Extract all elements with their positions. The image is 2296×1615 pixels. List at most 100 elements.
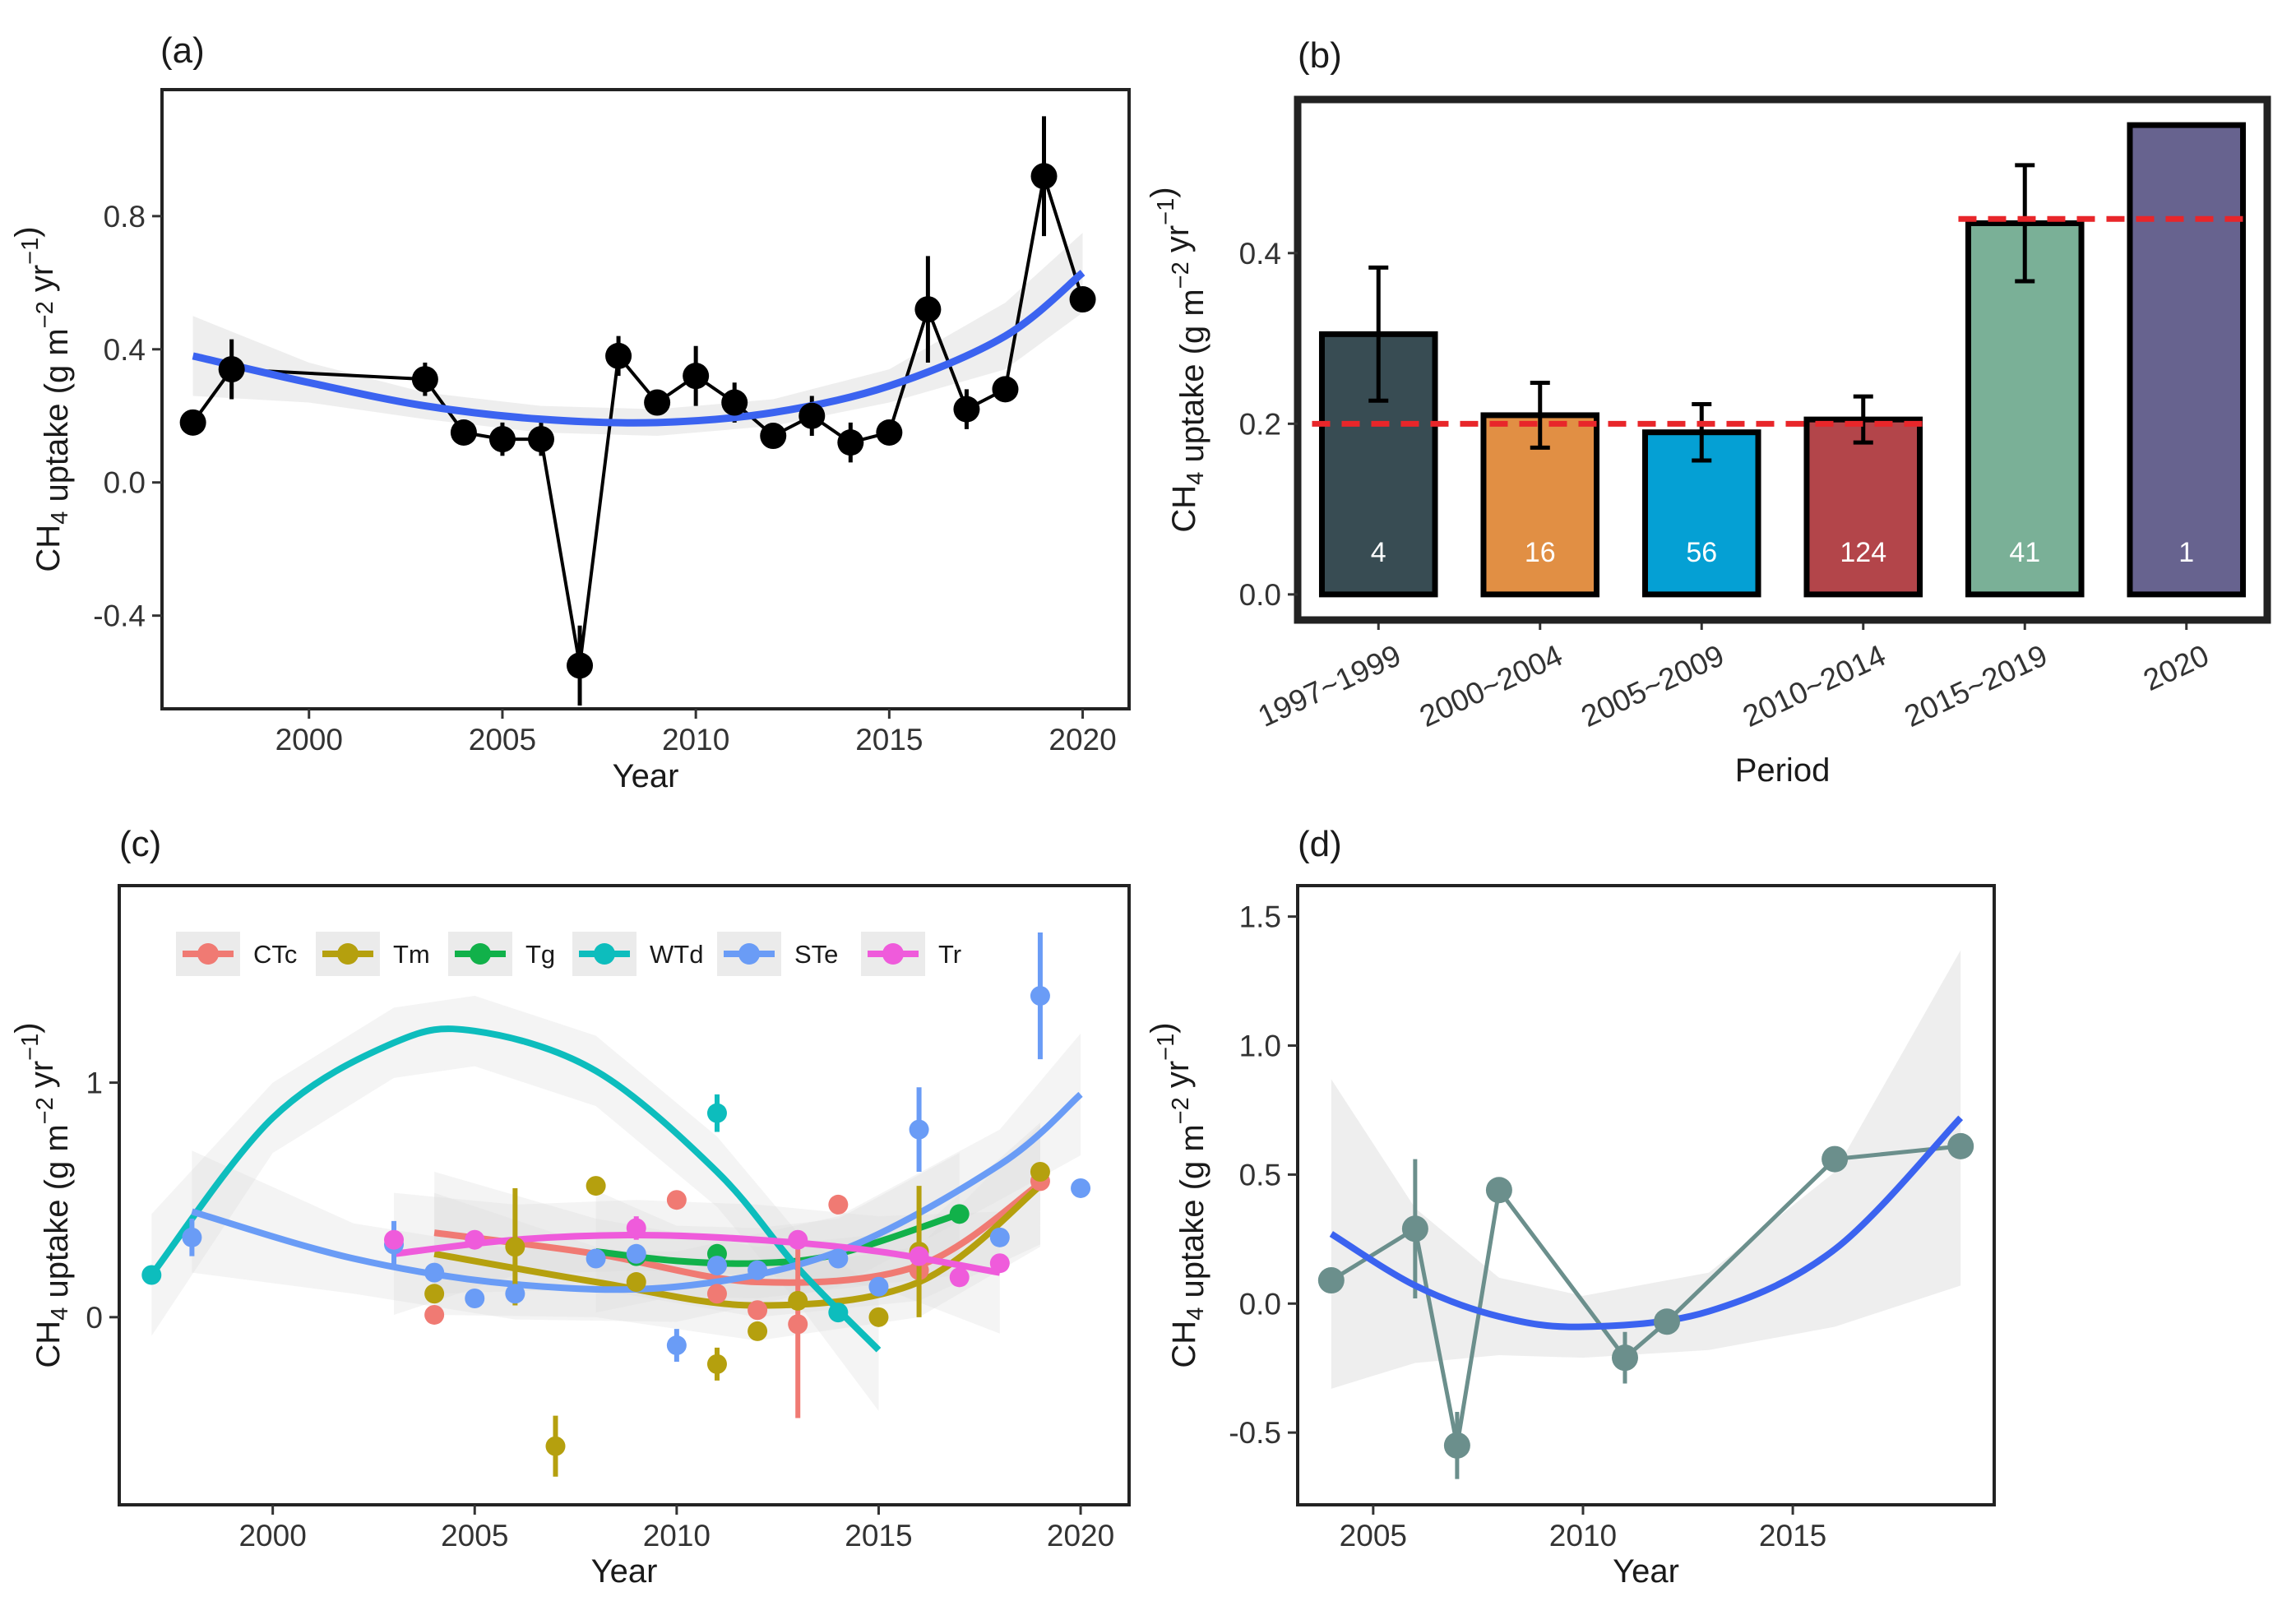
bar	[2127, 122, 2247, 598]
bar-count-label: 1	[2178, 537, 2194, 568]
data-point	[1654, 1308, 1681, 1335]
confidence-band	[1331, 950, 1961, 1389]
y-tick-label: 0.5	[1239, 1158, 1281, 1192]
data-point	[626, 1218, 646, 1238]
legend-key-point	[882, 943, 904, 965]
data-point	[586, 1248, 606, 1269]
confidence-band	[434, 1122, 1040, 1317]
y-tick-label: 1.5	[1239, 900, 1281, 934]
data-point	[411, 366, 438, 393]
panel-a: (a) -0.4 0.0 0.4 0.8 2000 2005 2010 2015 2020 Year…	[9, 30, 1131, 794]
data-point	[799, 402, 826, 429]
panel-c: (c) 0 1 2000 2005 2010 2015 2020 Year CH4 uptake …	[9, 824, 1131, 1590]
x-axis-title: Year	[1613, 1553, 1679, 1590]
bar-count-label: 16	[1525, 537, 1556, 568]
data-point	[545, 1436, 566, 1456]
data-point	[424, 1284, 445, 1304]
x-axis-title: Year	[613, 758, 679, 794]
data-point	[424, 1262, 445, 1283]
data-point	[837, 429, 864, 456]
plot-frame	[160, 88, 1131, 710]
x-tick-label: 2005	[1340, 1519, 1407, 1553]
panel-b: 4 1997~1999 16 2000~2004 56 2005~2009 124 2010~…	[1145, 35, 2271, 789]
data-point	[909, 1246, 929, 1266]
plot-frame	[118, 884, 1131, 1506]
data-point	[748, 1260, 768, 1280]
legend-key-point	[738, 943, 760, 965]
bar-count-label: 41	[2009, 537, 2040, 568]
panel-label: (c)	[119, 824, 161, 864]
data-point	[868, 1276, 889, 1297]
confidence-band	[192, 233, 1083, 437]
data-point	[1317, 1267, 1345, 1294]
x-tick-label: 2005	[469, 723, 536, 757]
y-tick-label: 0.0	[104, 466, 146, 500]
legend-label: Tm	[393, 940, 430, 969]
data-point	[465, 1289, 485, 1308]
data-point	[218, 356, 245, 383]
data-point	[666, 1190, 687, 1210]
x-tick-label: 2020	[2138, 638, 2214, 697]
data-point	[182, 1227, 202, 1247]
data-point	[706, 1103, 727, 1123]
data-point	[953, 396, 980, 423]
data-point	[949, 1204, 970, 1224]
data-point	[450, 419, 477, 446]
y-axis-title: CH4 uptake (g m−2 yr−1)	[1145, 1022, 1210, 1367]
x-tick-label: 2015	[1759, 1519, 1826, 1553]
x-axis-title: Period	[1735, 752, 1831, 789]
x-tick-label: 1997~1999	[1253, 638, 1406, 733]
x-tick-label: 2020	[1048, 723, 1116, 757]
data-point	[828, 1248, 849, 1269]
x-tick-label: 2015	[845, 1519, 912, 1553]
bar	[1803, 416, 1923, 598]
x-tick-label: 2000~2004	[1414, 638, 1567, 733]
y-tick-label: 0.4	[104, 333, 146, 367]
data-point	[828, 1194, 849, 1215]
fit-line	[191, 1091, 1083, 1293]
fit-line	[1329, 1115, 1964, 1330]
data-point	[1822, 1145, 1849, 1173]
x-tick-label: 2020	[1047, 1519, 1114, 1553]
data-point	[788, 1229, 808, 1250]
data-point	[876, 419, 903, 446]
legend-label: Tg	[525, 940, 555, 969]
data-point	[666, 1335, 687, 1356]
y-axis-title: CH4 uptake (g m−2 yr−1)	[1145, 187, 1210, 532]
plot-frame	[1294, 95, 2271, 624]
data-point	[706, 1256, 727, 1276]
y-tick-label: 0	[86, 1301, 103, 1335]
data-point	[179, 409, 206, 436]
x-tick-label: 2005~2009	[1576, 638, 1729, 733]
panel-d: (d) -0.5 0.0 0.5 1.0 1.5 2005 2010 2015 Year CH4 u…	[1145, 824, 1996, 1590]
y-axis-title: CH4 uptake (g m−2 yr−1)	[9, 226, 75, 571]
data-point	[1030, 1161, 1050, 1182]
bar-count-label: 56	[1686, 537, 1717, 568]
panel-label: (a)	[160, 30, 205, 71]
x-tick-label: 2010	[1549, 1519, 1617, 1553]
data-point	[141, 1265, 162, 1285]
data-point	[1030, 163, 1058, 190]
data-point	[567, 652, 594, 679]
x-tick-label: 2010~2014	[1738, 638, 1891, 733]
legend-key-point	[197, 943, 219, 965]
y-tick-label: 1.0	[1239, 1030, 1281, 1063]
data-point	[706, 1284, 727, 1304]
data-point	[760, 423, 787, 450]
legend-label: STe	[794, 940, 838, 969]
data-point	[465, 1229, 485, 1250]
x-axis-title: Year	[591, 1553, 658, 1590]
data-point	[683, 363, 710, 390]
y-tick-label: 1	[86, 1067, 103, 1100]
y-axis-title: CH4 uptake (g m−2 yr−1)	[9, 1022, 75, 1367]
x-tick-label: 2000	[238, 1519, 306, 1553]
data-point	[1947, 1132, 1974, 1159]
x-tick-label: 2015~2019	[1900, 638, 2053, 733]
y-tick-label: 0.0	[1239, 578, 1281, 612]
y-tick-label: -0.5	[1229, 1416, 1281, 1450]
confidence-band	[151, 996, 879, 1411]
data-point	[384, 1229, 405, 1250]
y-tick-label: 0.8	[104, 200, 146, 234]
x-tick-label: 2010	[643, 1519, 711, 1553]
